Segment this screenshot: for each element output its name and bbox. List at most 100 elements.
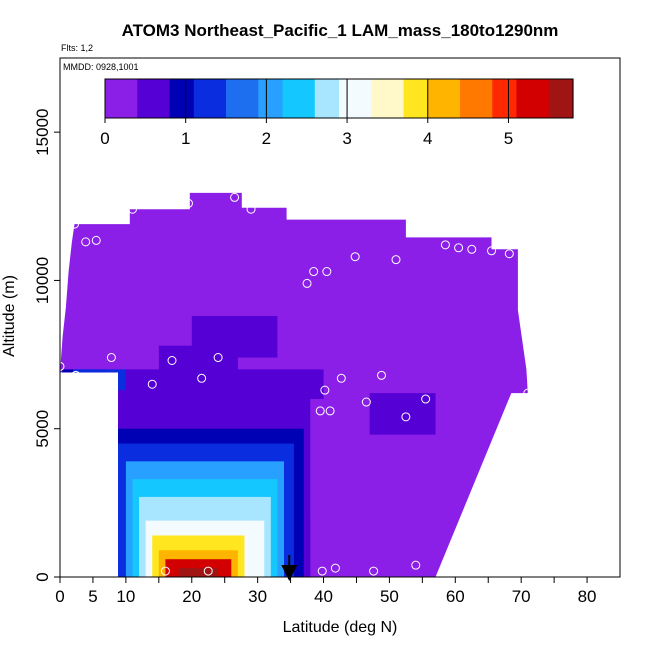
flight-point (411, 560, 421, 570)
colorbar-cell (201, 79, 211, 118)
flight-point (160, 566, 170, 576)
flight-point (62, 566, 72, 576)
colorbar-cell (330, 79, 340, 118)
colorbar-cell (395, 79, 405, 118)
x-tick-label: 20 (182, 587, 201, 606)
colorbar-cell (274, 79, 284, 118)
y-tick-label: 5000 (33, 410, 52, 448)
heatmap-field (60, 192, 528, 577)
colorbar-tick-label: 3 (342, 129, 351, 148)
colorbar-cell (484, 79, 493, 118)
flight-point (391, 255, 401, 265)
flight-point (71, 370, 81, 380)
flights-label: Flts: 1,2 (61, 43, 93, 53)
colorbar-tick-label: 0 (100, 129, 109, 148)
colorbar-cell (516, 79, 526, 118)
colorbar-cell (476, 79, 485, 118)
flight-point (440, 240, 450, 250)
dates-label: MMDD: 0928,1001 (63, 62, 139, 72)
colorbar-cell (169, 79, 179, 118)
flight-point (302, 278, 312, 288)
field-patch (61, 369, 107, 577)
flight-point (504, 249, 514, 259)
colorbar-cell (145, 79, 155, 118)
x-tick-label: 60 (446, 587, 465, 606)
colorbar-cell (532, 79, 542, 118)
x-tick-label: 70 (512, 587, 531, 606)
flight-point (213, 353, 223, 363)
colorbar-cell (548, 79, 558, 118)
plot-frame (59, 57, 621, 578)
colorbar-tick-label: 4 (423, 129, 432, 148)
x-axis: 0 5 10 20 30 40 50 60 70 80 (55, 577, 597, 606)
flight-point (336, 373, 346, 383)
x-tick-label: 50 (380, 587, 399, 606)
flight-point (377, 370, 387, 380)
colorbar-cell (258, 79, 267, 118)
chart-title: ATOM3 Northeast_Pacific_1 LAM_mass_180to… (122, 21, 559, 40)
flight-point (87, 385, 97, 395)
colorbar-cell (500, 79, 510, 118)
colorbar-cell (137, 79, 146, 118)
y-axis: 0 5000 10000 15000 (33, 109, 60, 582)
flight-point (454, 243, 464, 253)
colorbar-cell (387, 79, 397, 118)
y-tick-label: 10000 (33, 257, 52, 304)
colorbar-cell (105, 79, 114, 118)
colorbar-cell (540, 79, 550, 118)
flight-point (320, 385, 330, 395)
colorbar-cell (427, 79, 437, 118)
colorbar-cell (435, 79, 445, 118)
flight-point (69, 219, 79, 229)
colorbar-cell (339, 79, 348, 118)
flight-point (361, 397, 371, 407)
flight-point (523, 388, 533, 398)
flight-point (487, 246, 497, 256)
colorbar-cell (185, 79, 195, 118)
colorbar-cell (177, 79, 187, 118)
colorbar-cell (355, 79, 364, 118)
flight-point (330, 563, 340, 573)
flight-point (317, 566, 327, 576)
x-tick-label: 5 (88, 587, 97, 606)
colorbar-cell (113, 79, 122, 118)
flight-point (246, 204, 256, 214)
flight-point (309, 267, 319, 277)
y-tick-label: 0 (33, 572, 52, 581)
colorbar-cell (226, 79, 235, 118)
flight-point (147, 379, 157, 389)
colorbar-cell (298, 79, 308, 118)
colorbar-cell (121, 79, 130, 118)
colorbar-cell (508, 79, 518, 118)
colorbar-cell (193, 79, 203, 118)
flight-point (167, 356, 177, 366)
colorbar-cell (314, 79, 324, 118)
colorbar-cell (371, 79, 380, 118)
colorbar-cell (322, 79, 332, 118)
colorbar-cell (153, 79, 163, 118)
colorbar-cell (129, 79, 138, 118)
field-patch (73, 369, 126, 391)
flight-point (127, 204, 137, 214)
field-patch (191, 316, 278, 358)
colorbar-cell (161, 79, 171, 118)
y-axis-label: Altitude (m) (1, 275, 18, 357)
flight-point (421, 394, 431, 404)
flight-point (183, 198, 193, 208)
colorbar: 0 1 2 3 4 5 (100, 78, 574, 148)
flight-point (230, 192, 240, 202)
colorbar-cell (403, 79, 413, 118)
flight-point (322, 267, 332, 277)
x-axis-label: Latitude (deg N) (283, 619, 398, 636)
colorbar-cell (379, 79, 389, 118)
colorbar-cell (209, 79, 219, 118)
flight-point (325, 406, 335, 416)
flight-point (315, 406, 325, 416)
colorbar-cell (492, 79, 501, 118)
flight-point (81, 237, 91, 247)
colorbar-cell (347, 79, 356, 118)
colorbar-cell (306, 79, 316, 118)
x-tick-label: 40 (314, 587, 333, 606)
flight-point (91, 235, 101, 245)
